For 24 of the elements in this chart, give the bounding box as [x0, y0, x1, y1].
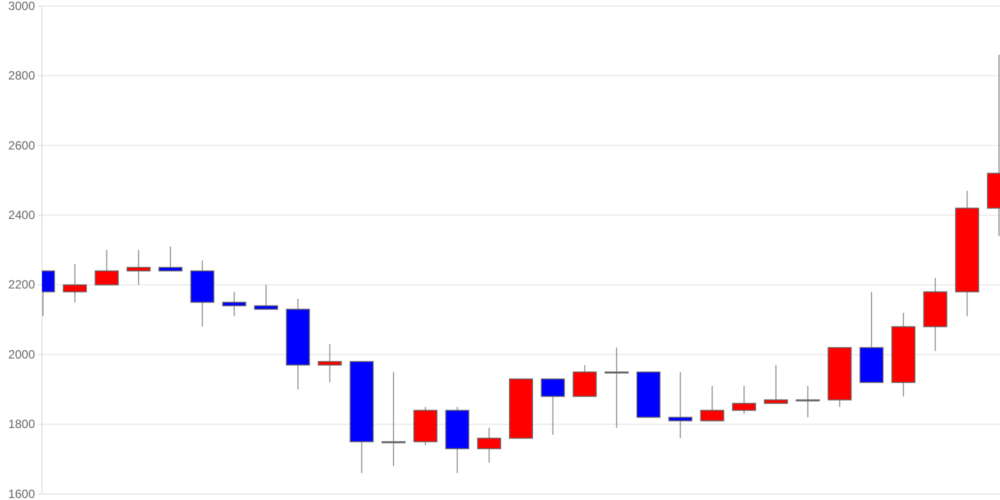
candlestick — [796, 385, 820, 418]
y-tick-label: 2000 — [8, 347, 36, 362]
candlestick — [700, 385, 724, 422]
candlestick — [732, 385, 756, 414]
candlestick — [318, 344, 342, 383]
y-tick-label: 2200 — [8, 278, 36, 292]
y-tick-label: 3000 — [8, 0, 36, 13]
candlestick — [764, 364, 788, 404]
candlestick — [382, 372, 406, 467]
candlestick — [94, 250, 119, 286]
candlestick — [254, 284, 278, 310]
candlestick — [126, 250, 151, 286]
candlestick — [477, 427, 502, 464]
y-tick-label: 2600 — [8, 138, 36, 152]
y-tick-label: 1800 — [8, 417, 36, 432]
candlestick — [604, 347, 629, 428]
y-tick-label: 2400 — [8, 208, 36, 222]
candlestick — [540, 378, 565, 436]
candlestick — [222, 291, 246, 317]
y-tick-label: 1600 — [8, 486, 36, 500]
candlestick — [62, 263, 87, 303]
y-tick-label: 2800 — [8, 68, 36, 83]
candlestick — [668, 372, 692, 439]
candlestick — [158, 246, 182, 272]
